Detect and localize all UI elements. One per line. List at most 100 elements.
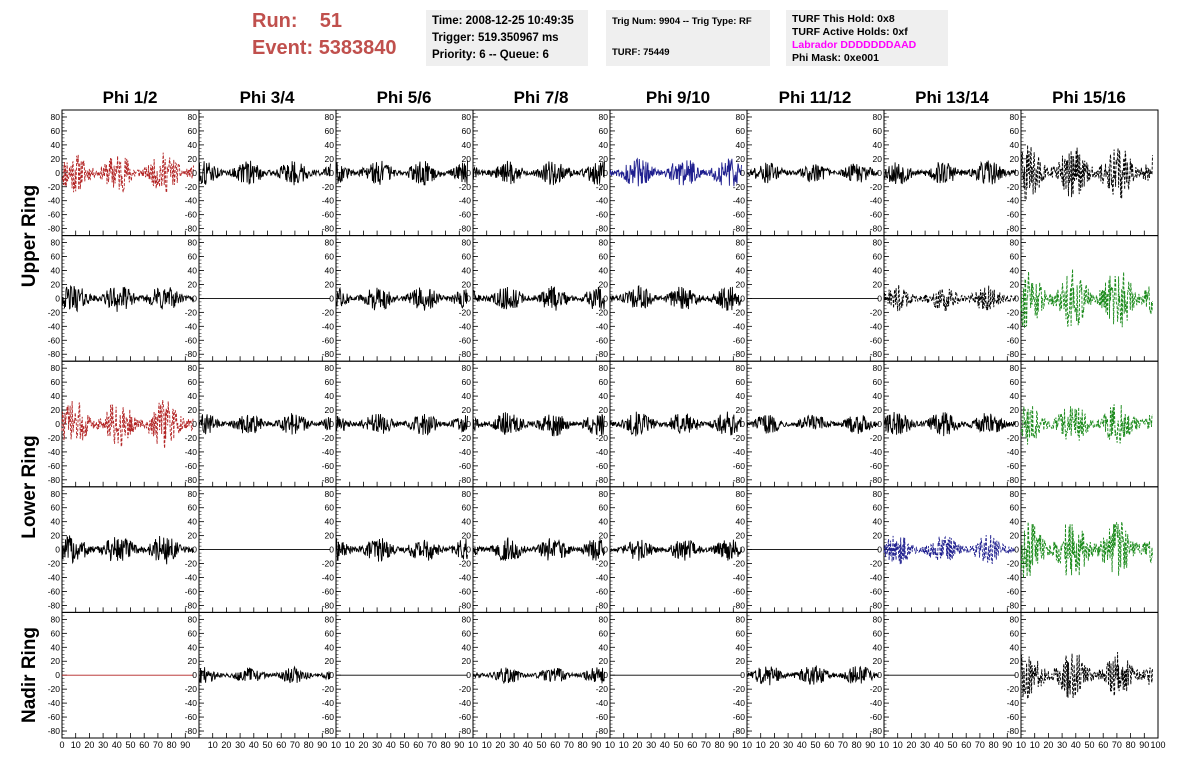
y-tick-label: 60	[51, 252, 61, 262]
y-tick-label: -60	[870, 461, 883, 471]
waveform-trace	[472, 286, 605, 311]
y-tick-label: -20	[1007, 433, 1020, 443]
y-tick-label: 60	[873, 377, 883, 387]
x-tick-label: 100	[1150, 740, 1165, 750]
x-tick-label: 40	[660, 740, 670, 750]
y-tick-label: 60	[599, 377, 609, 387]
trig-info-box: Trig Num: 9904 -- Trig Type: RF TURF: 75…	[606, 10, 770, 66]
x-tick-label: 10	[879, 740, 889, 750]
event-value: 5383840	[318, 37, 397, 59]
turf-this-hold-text: TURF This Hold: 0x8	[792, 13, 895, 25]
y-tick-label: -20	[322, 307, 335, 317]
y-tick-label: -60	[1007, 210, 1020, 220]
waveform-panel: 80 60 40 20 0 -20 -40 -60 -80	[1007, 611, 1159, 739]
y-tick-label: -20	[48, 307, 61, 317]
waveform-trace	[472, 537, 605, 562]
waveform-panel: 80 60 40 20 0 -20 -40 -60 -80	[596, 360, 748, 488]
y-tick-label: 20	[736, 405, 746, 415]
waveform-panel: 80 60 40 20 0 -20 -40 -60 -80	[596, 109, 748, 237]
y-tick-label: -40	[733, 573, 746, 583]
y-tick-label: -80	[733, 224, 746, 234]
y-tick-label: 20	[1010, 656, 1020, 666]
y-tick-label: -80	[870, 726, 883, 736]
y-tick-label: -80	[459, 475, 472, 485]
y-tick-label: 80	[325, 238, 335, 248]
waveform-panel: 80 60 40 20 0 -20 -40 -60 -80	[733, 109, 885, 237]
y-tick-label: 40	[462, 517, 472, 527]
y-tick-label: 20	[462, 279, 472, 289]
y-tick-label: -80	[596, 475, 609, 485]
x-tick-label: 90	[454, 740, 464, 750]
y-tick-label: -60	[459, 712, 472, 722]
y-tick-label: -40	[322, 573, 335, 583]
x-tick-label: 80	[989, 740, 999, 750]
waveform-panel: 80 60 40 20 0 -20 -40 -60 -80	[185, 360, 337, 488]
y-tick-label: 0	[466, 293, 471, 303]
y-tick-label: 80	[736, 614, 746, 624]
y-tick-label: -60	[322, 712, 335, 722]
x-tick-label: 40	[386, 740, 396, 750]
y-tick-label: -80	[322, 349, 335, 359]
y-tick-label: -40	[459, 698, 472, 708]
y-tick-label: 60	[736, 628, 746, 638]
waveform-trace	[472, 412, 605, 437]
y-tick-label: 0	[740, 293, 745, 303]
waveform-panel: 80 60 40 20 0 -20 -40 -60 -80	[870, 611, 1022, 739]
y-tick-label: -60	[596, 586, 609, 596]
y-tick-label: 20	[51, 279, 61, 289]
y-tick-label: 0	[877, 293, 882, 303]
waveform-trace	[883, 284, 1016, 312]
y-tick-label: 40	[599, 517, 609, 527]
waveform-trace	[472, 160, 605, 186]
x-tick-label: 60	[276, 740, 286, 750]
y-tick-label: 40	[188, 391, 198, 401]
y-tick-label: 20	[325, 405, 335, 415]
waveform-panel: 80 60 40 20 0 -20 -40 -60 -80	[185, 235, 337, 362]
y-tick-label: -60	[870, 335, 883, 345]
waveform-panel: 80 60 40 20 0 -20 -40 -60 -80	[459, 109, 611, 237]
y-tick-label: 60	[188, 126, 198, 136]
y-tick-label: 40	[1010, 140, 1020, 150]
x-tick-label: 40	[523, 740, 533, 750]
y-tick-label: 60	[873, 628, 883, 638]
waveform-panel: 80 60 40 20 0 -20 -40 -60 -80	[322, 486, 474, 613]
y-tick-label: 20	[599, 279, 609, 289]
y-tick-label: 80	[1010, 238, 1020, 248]
y-tick-label: 80	[188, 112, 198, 122]
y-tick-label: 80	[462, 112, 472, 122]
y-tick-label: -80	[596, 600, 609, 610]
x-tick-label: 40	[112, 740, 122, 750]
y-tick-label: -80	[185, 600, 198, 610]
waveform-panel: 80 60 40 20 0 -20 -40 -60 -80	[459, 486, 611, 613]
y-tick-label: 0	[877, 545, 882, 555]
y-tick-label: -20	[48, 433, 61, 443]
y-tick-label: 60	[599, 628, 609, 638]
y-tick-label: 40	[599, 391, 609, 401]
y-tick-label: -60	[459, 586, 472, 596]
waveform-trace	[472, 667, 605, 685]
y-tick-label: -40	[459, 573, 472, 583]
y-tick-label: -20	[185, 433, 198, 443]
y-tick-label: -20	[48, 182, 61, 192]
y-tick-label: -20	[870, 182, 883, 192]
x-tick-label: 90	[591, 740, 601, 750]
y-tick-label: -20	[185, 307, 198, 317]
x-tick-label: 50	[1084, 740, 1094, 750]
y-tick-label: 40	[325, 140, 335, 150]
y-tick-label: -40	[596, 698, 609, 708]
y-tick-label: -20	[322, 182, 335, 192]
y-tick-label: -20	[870, 307, 883, 317]
y-tick-label: 80	[1010, 614, 1020, 624]
y-tick-label: 0	[55, 293, 60, 303]
y-tick-label: 60	[188, 628, 198, 638]
y-tick-label: 40	[1010, 642, 1020, 652]
y-tick-label: -40	[733, 447, 746, 457]
y-tick-label: -40	[1007, 196, 1020, 206]
y-tick-label: 40	[1010, 391, 1020, 401]
y-tick-label: 20	[599, 531, 609, 541]
waveform-panel: 80 60 40 20 0 -20 -40 -60 -80	[322, 360, 474, 488]
y-tick-label: 20	[51, 656, 61, 666]
waveform-trace	[198, 665, 331, 684]
waveform-panel: 80 60 40 20 0 -20 -40 -60 -80	[48, 109, 200, 237]
y-tick-label: 60	[325, 377, 335, 387]
